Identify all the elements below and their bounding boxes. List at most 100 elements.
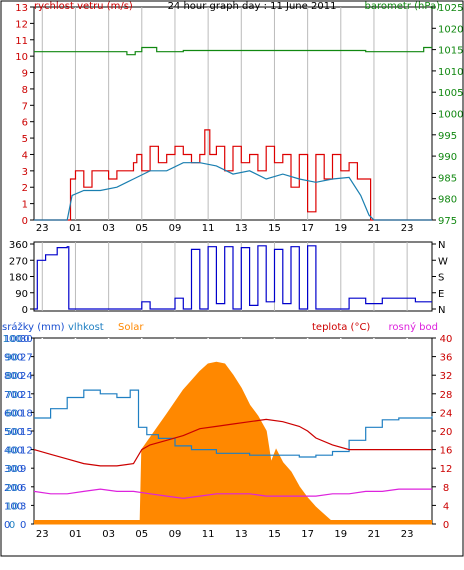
humidity-tick-label: 80	[6, 371, 19, 382]
dewpoint-line	[33, 488, 432, 500]
top-right-tick-label: 995	[438, 131, 457, 142]
bot-x-tick-label: 09	[169, 529, 182, 540]
top-panel-right-label: barometr (hPa)	[365, 1, 441, 12]
mid-right-tick-label: N	[438, 240, 445, 251]
bot-x-tick-label: 01	[69, 529, 82, 540]
temp-tick-label: 20	[440, 427, 453, 438]
top-right-tick-label: 1010	[438, 67, 463, 78]
humidity-tick-label: 100	[2, 334, 21, 345]
wind-direction-line	[34, 245, 432, 310]
top-x-tick-label: 11	[202, 223, 215, 234]
bot-x-tick-label: 23	[36, 529, 49, 540]
solar-tick-label: 200	[4, 483, 23, 494]
rain-tick-label: 9	[20, 464, 26, 475]
bot-x-tick-label: 23	[401, 529, 414, 540]
bot-x-tick-label: 17	[301, 529, 314, 540]
humidity-tick-label: 70	[6, 390, 19, 401]
top-right-tick-label: 1025	[438, 3, 463, 14]
top-left-tick-label: 2	[22, 183, 28, 194]
temperature-line	[33, 418, 432, 467]
top-left-tick-label: 8	[22, 85, 28, 96]
top-right-tick-label: 985	[438, 173, 457, 184]
top-x-tick-label: 03	[102, 223, 115, 234]
rain-tick-label: 15	[20, 427, 33, 438]
top-left-tick-label: 10	[15, 52, 28, 63]
rain-tick-label: 30	[20, 334, 33, 345]
solar-tick-label: 0	[4, 520, 10, 531]
top-right-tick-label: 975	[438, 216, 457, 227]
pressure-line	[34, 46, 432, 56]
top-panel-left-label: rychlost vetru (m/s)	[34, 1, 133, 12]
temp-tick-label: 32	[440, 371, 453, 382]
rain-tick-label: 12	[20, 446, 33, 457]
top-left-tick-label: 1	[22, 200, 28, 211]
temp-tick-label: 40	[440, 334, 453, 345]
rain-tick-label: 27	[20, 353, 33, 364]
solar-tick-label: 1000	[4, 334, 29, 345]
mid-right-tick-label: E	[438, 289, 444, 300]
rain-tick-label: 3	[20, 501, 26, 512]
top-left-tick-label: 4	[22, 150, 28, 161]
top-left-tick-label: 12	[15, 19, 28, 30]
top-x-tick-label: 15	[268, 223, 281, 234]
top-right-tick-label: 980	[438, 195, 457, 206]
top-right-tick-label: 1015	[438, 46, 463, 57]
humidity-tick-label: 60	[6, 408, 19, 419]
temp-tick-label: 24	[440, 408, 453, 419]
mid-right-tick-label: W	[438, 256, 448, 267]
top-x-tick-label: 17	[301, 223, 314, 234]
rain-tick-label: 0	[20, 520, 26, 531]
mid-left-tick-label: 0	[22, 305, 28, 316]
solar-tick-label: 700	[4, 390, 23, 401]
bottom-label-dewpoint: rosný bod	[389, 321, 438, 333]
bot-x-tick-label: 11	[202, 529, 215, 540]
top-left-tick-label: 5	[22, 134, 28, 145]
top-x-tick-label: 23	[401, 223, 414, 234]
top-right-tick-label: 1020	[438, 24, 463, 35]
bot-x-tick-label: 15	[268, 529, 281, 540]
bot-x-tick-label: 13	[235, 529, 248, 540]
top-right-tick-label: 1000	[438, 110, 463, 121]
bottom-label-rain: srážky (mm)	[2, 321, 65, 333]
solar-tick-label: 300	[4, 464, 23, 475]
temp-tick-label: 0	[443, 520, 449, 531]
bot-x-tick-label: 21	[368, 529, 381, 540]
solar-tick-label: 900	[4, 353, 23, 364]
bottom-label-temperature: teplota (°C)	[312, 322, 370, 333]
top-left-tick-label: 9	[22, 69, 28, 80]
rain-tick-label: 18	[20, 408, 33, 419]
rain-tick-label: 24	[20, 371, 33, 382]
top-panel-title: 24 hour graph day : 11 June 2011	[168, 1, 337, 12]
temp-tick-label: 16	[440, 446, 453, 457]
top-x-tick-label: 05	[135, 223, 148, 234]
bot-x-tick-label: 03	[102, 529, 115, 540]
temp-tick-label: 12	[440, 464, 453, 475]
humidity-tick-label: 20	[6, 483, 19, 494]
solar-tick-label: 600	[4, 408, 23, 419]
solar-tick-label: 100	[4, 501, 23, 512]
solar-area	[34, 361, 432, 525]
solar-tick-label: 800	[4, 371, 23, 382]
solar-tick-label: 500	[4, 427, 23, 438]
top-right-tick-label: 1005	[438, 88, 463, 99]
mid-left-tick-label: 180	[9, 273, 28, 284]
top-x-tick-label: 23	[36, 223, 49, 234]
humidity-tick-label: 40	[6, 446, 19, 457]
outer-border	[0, 0, 464, 557]
rain-tick-label: 6	[20, 483, 26, 494]
top-left-tick-label: 3	[22, 167, 28, 178]
humidity-tick-label: 90	[6, 353, 19, 364]
wind-average-line	[34, 162, 432, 221]
top-x-tick-label: 19	[334, 223, 347, 234]
top-x-tick-label: 01	[69, 223, 82, 234]
top-x-tick-label: 13	[235, 223, 248, 234]
mid-left-tick-label: 270	[9, 256, 28, 267]
humidity-tick-label: 10	[6, 501, 19, 512]
temp-tick-label: 8	[443, 483, 449, 494]
humidity-tick-label: 0	[9, 520, 15, 531]
top-left-tick-label: 13	[15, 3, 28, 14]
temp-tick-label: 28	[440, 390, 453, 401]
top-x-tick-label: 21	[368, 223, 381, 234]
